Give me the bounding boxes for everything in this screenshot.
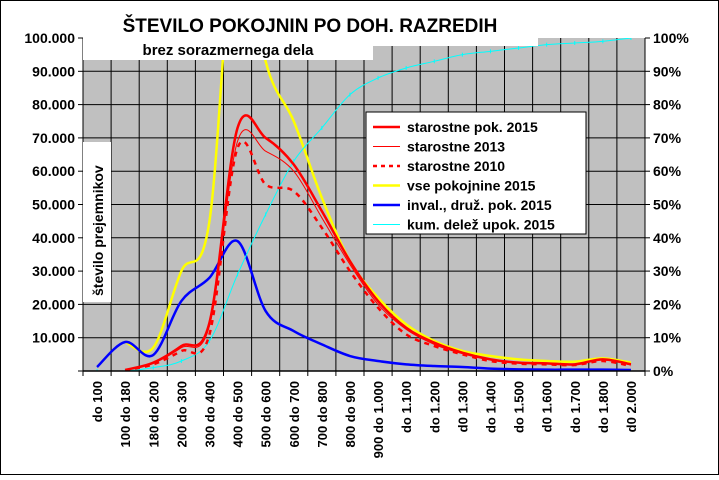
y2-tick-label: 20% <box>653 296 682 312</box>
x-tick-label: do 1.200 <box>427 381 442 433</box>
x-tick-label: 300 do 400 <box>202 381 217 448</box>
series-group <box>96 38 632 371</box>
x-tick-label: 500 do 600 <box>259 381 274 448</box>
title-box <box>83 10 538 38</box>
x-tick-label: d0 1.300 <box>455 381 470 432</box>
y2-tick-label: 60% <box>653 163 682 179</box>
y-tick-label: 30.000 <box>32 263 75 279</box>
y2-tick-label: 30% <box>653 263 682 279</box>
y2-tick-label: 80% <box>653 97 682 113</box>
y-tick-label: 70.000 <box>32 130 75 146</box>
y-tick-label: 90.000 <box>32 63 75 79</box>
axes: 0% 10.000 10% 20.000 20% 30.000 30% 40.000 40% 50… <box>24 30 689 458</box>
legend-label: kum. delež upok. 2015 <box>407 217 555 233</box>
x-tick-label: 700 do 800 <box>315 381 330 448</box>
x-tick-label: d0 2.000 <box>624 381 639 432</box>
legend: starostne pok. 2015 starostne 2013 starost… <box>365 111 587 235</box>
series-line-5 <box>97 38 632 371</box>
x-tick-label: 100 do 180 <box>118 381 133 448</box>
y-tick-label: 40.000 <box>32 230 75 246</box>
x-tick-label: 400 do 500 <box>231 381 246 448</box>
y-tick-label: 60.000 <box>32 163 75 179</box>
y-axis-label: število prejemnikov <box>90 165 106 296</box>
x-tick-label: do 100 <box>90 381 105 422</box>
x-tick-label: 180 do 200 <box>146 381 161 448</box>
x-tick-label: d0 1.600 <box>540 381 555 432</box>
y2-tick-label: 90% <box>653 63 682 79</box>
ylabel-box <box>83 142 111 302</box>
legend-label: starostne 2010 <box>407 158 505 174</box>
subtitle-box <box>83 38 373 60</box>
y2-tick-label: 50% <box>653 197 682 213</box>
x-tick-label: 600 do 700 <box>287 381 302 448</box>
x-tick-label: do 1.100 <box>399 381 414 433</box>
series-line-0 <box>124 114 632 371</box>
x-tick-label: 200 do 300 <box>174 381 189 448</box>
legend-label: starostne pok. 2015 <box>407 119 538 135</box>
y-tick-label: 80.000 <box>32 97 75 113</box>
x-tick-label: do 1.800 <box>596 381 611 433</box>
y-tick-label: 50.000 <box>32 197 75 213</box>
legend-label: vse pokojnine 2015 <box>407 178 536 194</box>
series-line-4 <box>96 239 631 371</box>
y2-tick-label: 70% <box>653 130 682 146</box>
legend-label: inval., druž. pok. 2015 <box>407 197 552 213</box>
y-tick-label: 20.000 <box>32 296 75 312</box>
y2-tick-label: 10% <box>653 330 682 346</box>
x-tick-label: 800 do 900 <box>343 381 358 448</box>
x-tick-label: 900 do 1.000 <box>371 381 386 458</box>
chart-subtitle: brez sorazmernega dela <box>143 42 315 59</box>
y2-tick-label: 40% <box>653 230 682 246</box>
y2-tick-label: 100% <box>653 30 689 46</box>
chart-title: ŠTEVILO POKOJNIN PO DOH. RAZREDIH <box>123 15 498 37</box>
x-tick-label: do 1.400 <box>483 381 498 433</box>
x-tick-label: do 1.700 <box>568 381 583 433</box>
x-tick-label: do 1.500 <box>512 381 527 433</box>
y2-tick-label: 0% <box>653 363 674 379</box>
legend-label: starostne 2013 <box>407 139 505 155</box>
y-tick-label: 100.000 <box>24 30 75 46</box>
y-tick-label: 10.000 <box>32 330 75 346</box>
